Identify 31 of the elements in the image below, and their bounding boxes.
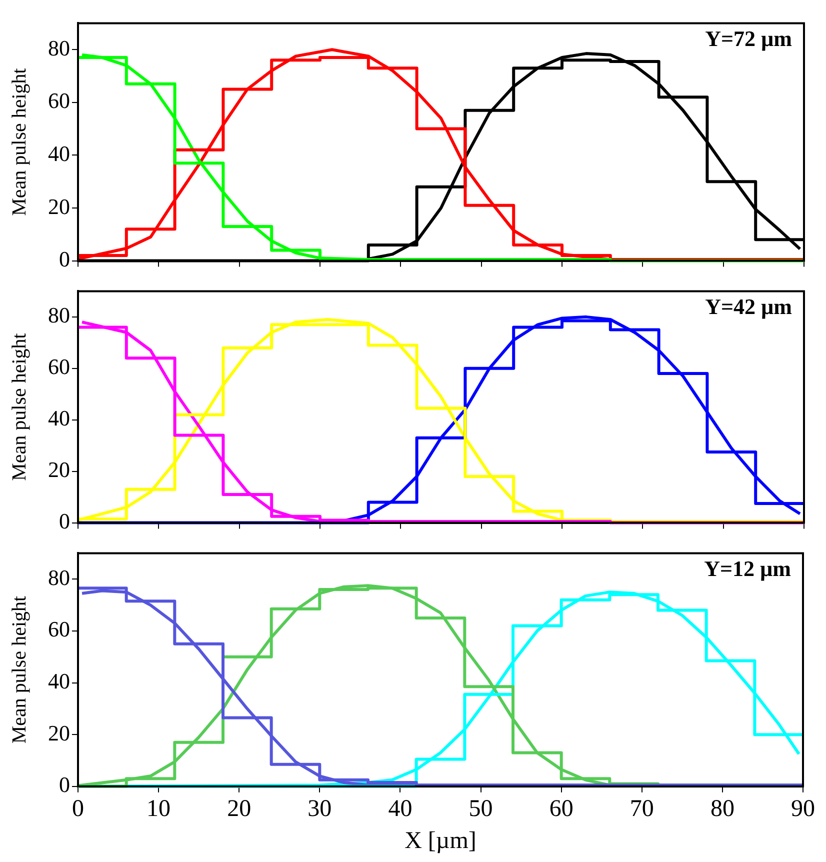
y-tick-label: 40 [48, 668, 70, 694]
x-tick-label: 90 [791, 796, 815, 822]
y-tick-label: 0 [59, 508, 70, 534]
annotation: Y=72 µm [705, 26, 792, 51]
y-axis-title: Mean pulse height [8, 595, 30, 744]
y-axis-title: Mean pulse height [8, 68, 30, 216]
y-tick-label: 40 [48, 140, 70, 166]
x-tick-label: 80 [710, 796, 734, 822]
y-tick-label: 80 [48, 302, 70, 328]
y-tick-label: 40 [48, 406, 70, 431]
y-tick-label: 60 [48, 88, 70, 114]
y-tick-label: 20 [48, 720, 70, 746]
x-tick-label: 10 [146, 796, 171, 822]
y-tick-label: 20 [48, 457, 70, 482]
y-tick-label: 80 [48, 35, 70, 60]
x-tick-label: 70 [630, 796, 654, 822]
x-tick-label: 30 [308, 796, 332, 822]
x-tick-label: 60 [549, 796, 574, 822]
y-axis-title: Mean pulse height [8, 332, 30, 481]
y-tick-label: 60 [48, 616, 70, 642]
y-tick-label: 80 [48, 564, 70, 590]
x-tick-label: 40 [388, 796, 412, 822]
annotation: Y=12 µm [704, 556, 791, 581]
y-tick-label: 0 [59, 246, 70, 272]
annotation: Y=42 µm [705, 294, 792, 319]
y-tick-label: 20 [48, 194, 70, 219]
x-tick-label: 50 [468, 796, 493, 822]
y-tick-label: 60 [48, 354, 70, 380]
x-tick-label: 20 [227, 796, 252, 822]
y-tick-label: 0 [59, 772, 70, 798]
x-axis-title: X [µm] [404, 828, 476, 854]
